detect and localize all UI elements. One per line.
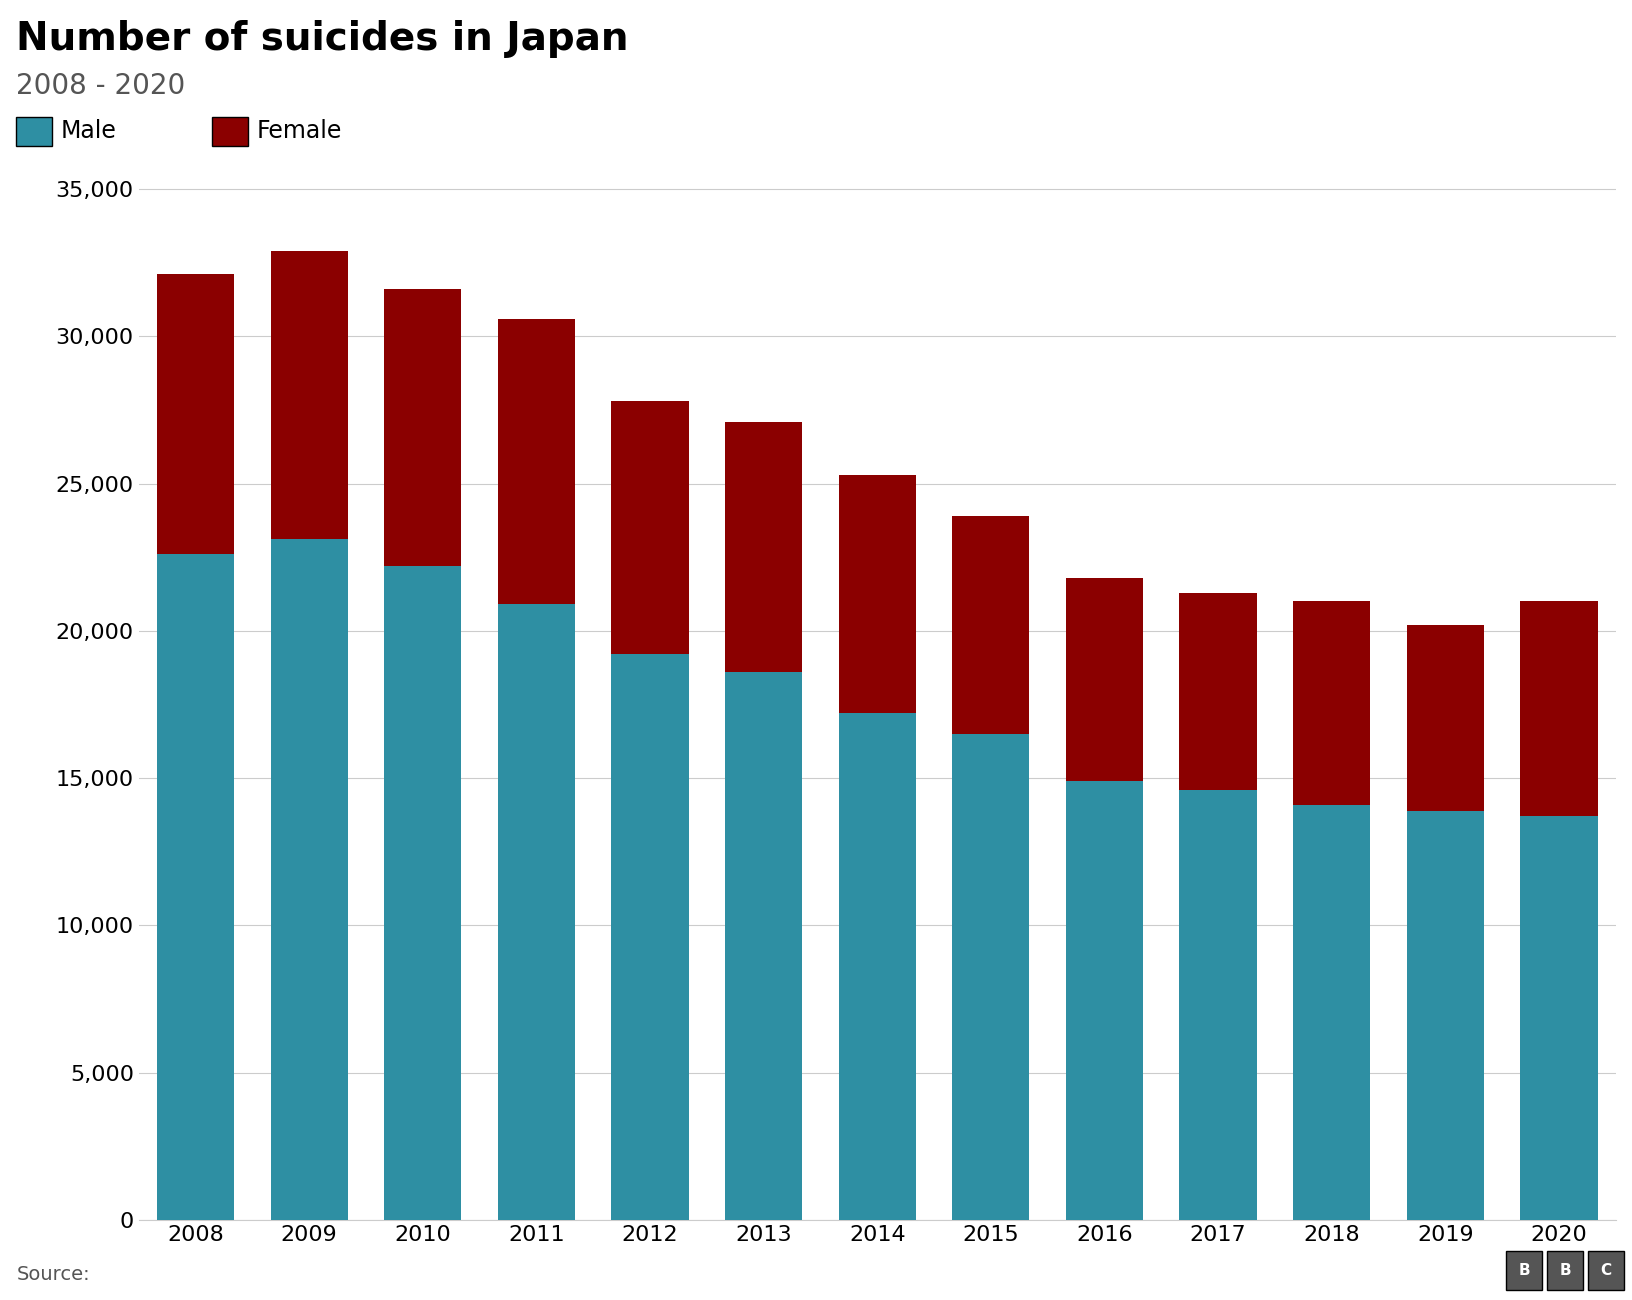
Text: B: B	[1559, 1262, 1572, 1278]
Bar	[1293, 805, 1371, 1219]
Text: Male: Male	[60, 120, 116, 143]
Bar	[839, 474, 916, 714]
Bar	[612, 654, 689, 1219]
Bar	[1066, 781, 1142, 1219]
Bar	[1407, 810, 1483, 1219]
Bar	[271, 251, 348, 540]
Bar	[951, 734, 1030, 1219]
Bar	[384, 289, 462, 566]
Bar	[1066, 577, 1142, 781]
Bar	[951, 516, 1030, 734]
Bar	[157, 554, 233, 1219]
Bar	[839, 714, 916, 1219]
Bar	[271, 540, 348, 1219]
Text: Source:: Source:	[16, 1265, 90, 1284]
Bar	[612, 400, 689, 654]
Text: B: B	[1518, 1262, 1531, 1278]
Bar	[157, 274, 233, 554]
Bar	[498, 604, 574, 1219]
Text: C: C	[1601, 1262, 1611, 1278]
Bar	[725, 421, 803, 672]
Bar	[384, 566, 462, 1219]
Bar	[1180, 790, 1257, 1219]
Text: 2008 - 2020: 2008 - 2020	[16, 72, 186, 100]
Bar	[1407, 625, 1483, 810]
Bar	[725, 672, 803, 1219]
Text: Number of suicides in Japan: Number of suicides in Japan	[16, 20, 628, 57]
Bar	[498, 318, 574, 604]
Bar	[1521, 602, 1598, 816]
Text: Female: Female	[256, 120, 341, 143]
Bar	[1180, 593, 1257, 790]
Bar	[1521, 816, 1598, 1219]
Bar	[1293, 602, 1371, 805]
